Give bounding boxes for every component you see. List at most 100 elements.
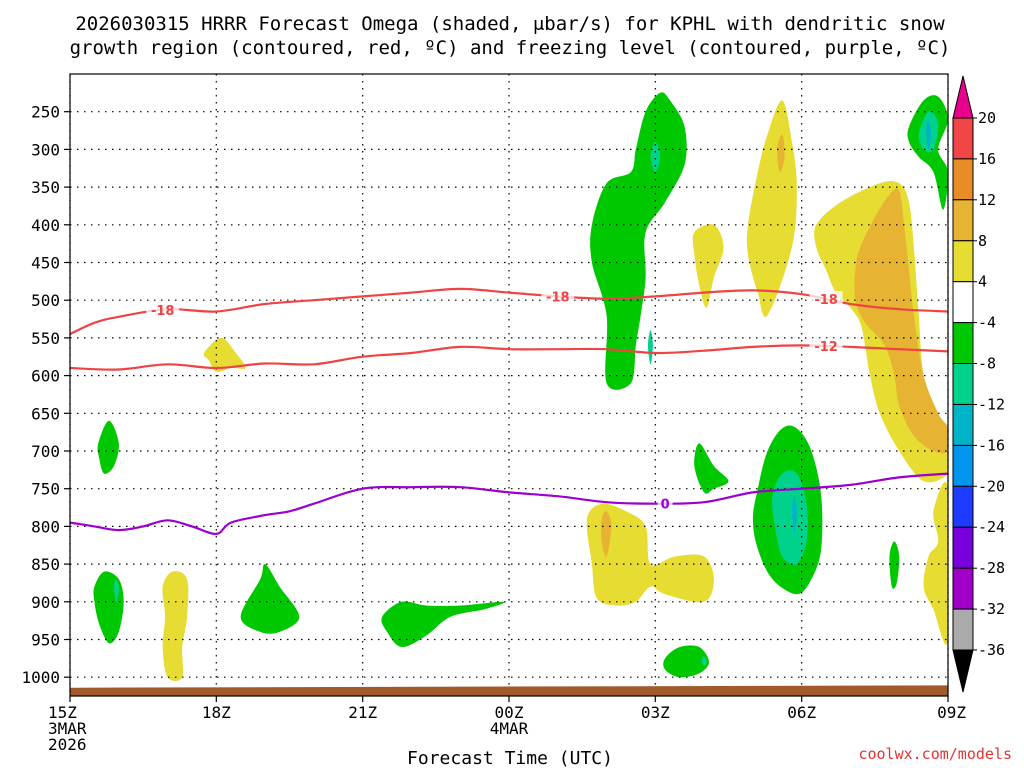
omega-region-neg4-0: [590, 92, 687, 390]
x-axis: 15Z 3MAR 2026 18Z 21Z 00Z 4MAR 03Z 06Z 09Z: [48, 696, 966, 754]
colorbar-label--32: -32: [978, 600, 1005, 618]
omega-region-neg12-25: [791, 496, 797, 534]
colorbar-label--12: -12: [978, 396, 1005, 414]
colorbar-top-triangle: [952, 75, 974, 119]
y-tick-label-350: 350: [31, 178, 60, 197]
y-tick-label-750: 750: [31, 480, 60, 499]
plot-frame: [69, 73, 949, 697]
x-tick-label-line: 18Z: [202, 703, 231, 722]
colorbar-segment-10: [952, 526, 974, 569]
colorbar-bottom-triangle: [952, 649, 974, 693]
omega-region-pos4-3: [746, 100, 797, 317]
x-tick-label-06Z: 06Z: [787, 703, 816, 722]
colorbar-label-8: 8: [978, 232, 987, 250]
x-tick-label-line: 00Z: [495, 703, 524, 722]
omega-region-neg4-19: [381, 601, 505, 648]
dgz-contour--12-line: [70, 344, 948, 371]
x-tick-label-00Z: 00Z 4MAR: [490, 703, 529, 738]
omega-region-pos8-10: [854, 188, 948, 454]
omega-region-neg4-18: [240, 563, 300, 634]
omega-region-neg8-24: [772, 470, 808, 565]
omega-region-pos4-20: [586, 503, 714, 606]
dgz-contour--18-label-bg: [146, 302, 180, 318]
x-tick-label-line: 3MAR: [48, 719, 87, 738]
x-tick-label-line: 09Z: [937, 703, 966, 722]
y-tick-label-1000: 1000: [21, 668, 60, 687]
colorbar-label--8: -8: [978, 355, 996, 373]
freezing-level-contour-line: [70, 472, 948, 536]
colorbar-segment-5: [952, 322, 974, 365]
colorbar-label--24: -24: [978, 518, 1005, 536]
y-tick-label-650: 650: [31, 404, 60, 423]
chart-title-line1: 2026030315 HRRR Forecast Omega (shaded, …: [75, 13, 945, 35]
colorbar-segment-4: [952, 281, 974, 324]
omega-region-neg4-15: [93, 571, 124, 644]
y-tick-label-300: 300: [31, 140, 60, 159]
omega-region-pos8-4: [777, 134, 785, 173]
x-tick-label-line: 2026: [48, 735, 87, 754]
colorbar-segment-3: [952, 240, 974, 283]
y-tick-label-600: 600: [31, 367, 60, 386]
dgz-contour--12-label: -12: [814, 340, 838, 355]
omega-region-neg8-2: [648, 330, 653, 365]
y-tick-label-400: 400: [31, 216, 60, 235]
colorbar-label-20: 20: [978, 109, 996, 127]
freezing-level-contour-label: 0: [661, 497, 670, 512]
x-tick-label-09Z: 09Z: [937, 703, 966, 722]
colorbar-segment-1: [952, 158, 974, 201]
omega-region-pos8-21: [601, 511, 612, 557]
dgz-contour--18-label-bg: [541, 288, 575, 305]
terrain-fill: [70, 685, 948, 696]
y-tick-label-700: 700: [31, 442, 60, 461]
x-tick-label-line: 15Z: [48, 703, 77, 722]
plot-area: -18 -18 -18 -12 0: [69, 73, 949, 697]
y-axis: 250 300 350 400 450 500 550 600 650 700 750 800 850 9…: [21, 103, 70, 687]
omega-region-neg4-14: [97, 420, 119, 474]
y-tick-label-900: 900: [31, 593, 60, 612]
x-tick-label-15Z: 15Z 3MAR 2026: [48, 703, 87, 754]
colorbar-segment-12: [952, 608, 974, 651]
chart-title-line2: growth region (contoured, red, ºC) and f…: [70, 37, 951, 59]
omega-region-neg4-27: [663, 645, 709, 678]
colorbar-segment-0: [952, 117, 974, 160]
colorbar-label-16: 16: [978, 150, 996, 168]
omega-region-pos4-12: [203, 337, 246, 373]
y-tick-label-500: 500: [31, 291, 60, 310]
omega-region-pos4-17: [162, 571, 189, 681]
x-tick-label-line: 03Z: [641, 703, 670, 722]
x-tick-label-03Z: 03Z: [641, 703, 670, 722]
credit-link[interactable]: coolwx.com/models: [858, 745, 1012, 763]
x-tick-label-line: 06Z: [787, 703, 816, 722]
x-axis-label: Forecast Time (UTC): [407, 748, 613, 768]
dgz-contour--18-label: -18: [814, 293, 838, 308]
y-tick-label-850: 850: [31, 555, 60, 574]
colorbar-segment-7: [952, 404, 974, 446]
y-tick-label-450: 450: [31, 254, 60, 273]
dgz-contour--18-label: -18: [546, 290, 570, 305]
colorbar-segment-8: [952, 444, 974, 487]
omega-region-neg8-1: [650, 141, 661, 172]
colorbar-label--28: -28: [978, 559, 1005, 577]
terrain-layer: [70, 685, 948, 696]
x-tick-label-line: 21Z: [348, 703, 377, 722]
y-tick-label-550: 550: [31, 329, 60, 348]
colorbar-segment-2: [952, 199, 974, 242]
freezing-level-contour-label-bg: [657, 495, 673, 512]
y-tick-label-800: 800: [31, 517, 60, 536]
y-tick-label-950: 950: [31, 631, 60, 650]
colorbar: 20 16 12 8 4 -4 -8 -12 -16 -20 -24 -28 -32 -36: [952, 75, 1005, 693]
colorbar-segment-9: [952, 485, 974, 528]
omega-region-neg4-22: [694, 443, 729, 494]
omega-region-pos4-11: [923, 481, 948, 645]
colorbar-segment-11: [952, 567, 974, 610]
omega-region-neg8-16: [113, 579, 119, 602]
omega-region-pos4-8: [692, 224, 724, 308]
omega-region-neg12-7: [926, 119, 931, 150]
y-tick-label-250: 250: [31, 103, 60, 122]
omega-region-neg8-28: [701, 655, 707, 666]
omega-region-neg4-26: [889, 541, 900, 589]
grid-layer: [69, 74, 949, 696]
colorbar-label--16: -16: [978, 436, 1005, 454]
colorbar-label-12: 12: [978, 191, 996, 209]
